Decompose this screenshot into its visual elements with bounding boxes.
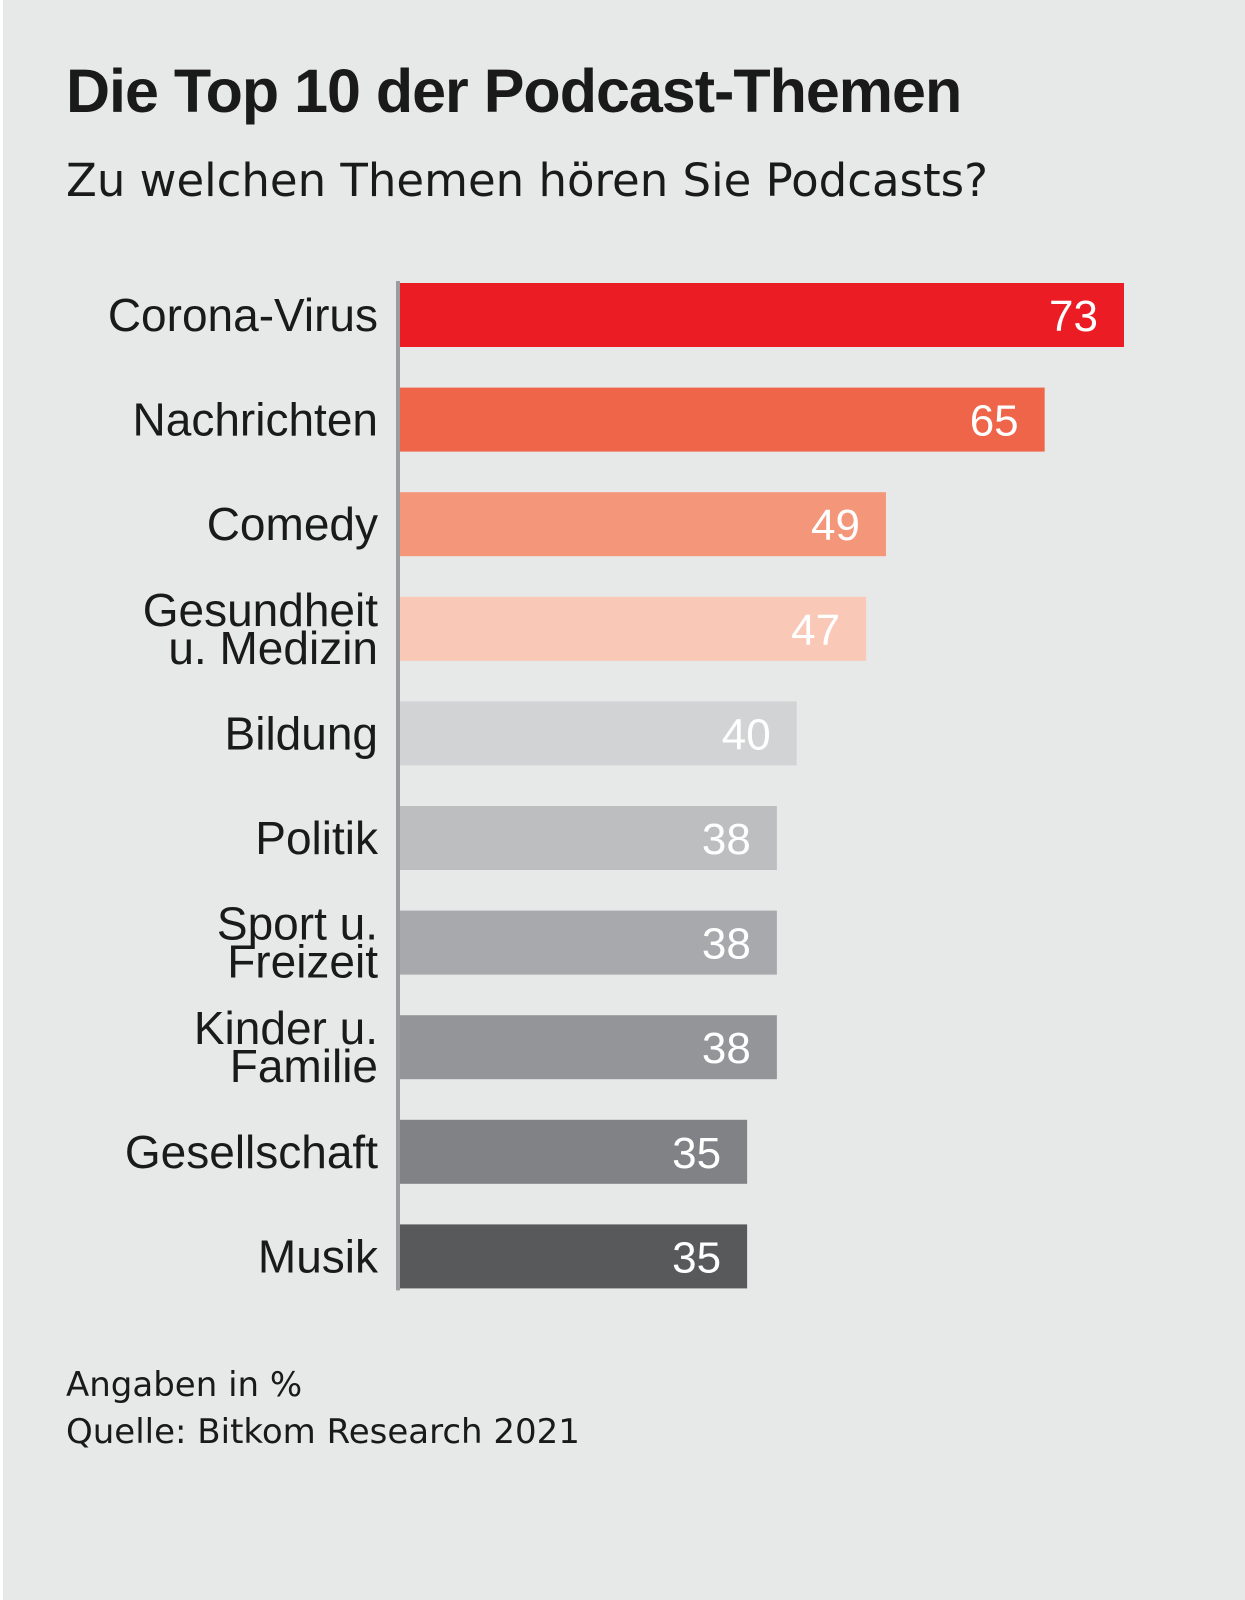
category-label-line: Gesellschaft — [125, 1126, 378, 1178]
value-label-4: 40 — [722, 710, 771, 759]
bars-group — [400, 283, 1124, 1289]
value-label-1: 65 — [970, 397, 1019, 446]
category-label-line: Nachrichten — [133, 394, 378, 446]
category-label-line: Politik — [255, 812, 379, 864]
value-labels-group: 73 65 49 47 40 38 38 38 35 35 — [672, 292, 1098, 1282]
category-label-line: Gesundheit — [143, 584, 378, 636]
value-label-3: 47 — [791, 606, 840, 655]
value-label-6: 38 — [702, 920, 751, 969]
category-label-line: Corona-Virus — [108, 289, 378, 341]
category-label-line: Comedy — [207, 498, 378, 550]
value-label-9: 35 — [672, 1233, 721, 1282]
category-label-line: Musik — [258, 1230, 379, 1282]
bar-5 — [400, 806, 777, 870]
bar-2 — [400, 492, 886, 557]
bar-1 — [400, 387, 1045, 452]
chart-subtitle: Zu welchen Themen hören Sie Podcasts? — [66, 154, 988, 207]
chart-footer: Angaben in % Quelle: Bitkom Research 202… — [66, 1362, 580, 1456]
category-label-line: Bildung — [225, 707, 378, 759]
bar-3 — [400, 596, 867, 661]
category-label-1: Nachrichten — [133, 394, 378, 446]
bar-9 — [400, 1224, 748, 1289]
category-label-line: u. Medizin — [168, 622, 378, 674]
category-label-6: Sport u. Freizeit — [217, 898, 378, 988]
category-label-3: Gesundheit u. Medizin — [143, 584, 378, 674]
left-edge-divider — [0, 0, 3, 1600]
bar-4 — [400, 701, 797, 766]
bar-6 — [400, 910, 777, 975]
value-label-7: 38 — [702, 1024, 751, 1073]
category-label-8: Gesellschaft — [125, 1126, 378, 1178]
value-label-2: 49 — [811, 501, 860, 550]
category-label-line: Kinder u. — [194, 1002, 378, 1054]
category-label-line: Freizeit — [227, 936, 378, 988]
bar-8 — [400, 1119, 748, 1184]
chart-title: Die Top 10 der Podcast-Themen — [66, 57, 962, 125]
bar-0 — [400, 283, 1124, 347]
source-note: Quelle: Bitkom Research 2021 — [66, 1412, 580, 1452]
category-labels-group: Corona-Virus Nachrichten Comedy Gesundheit u… — [108, 289, 379, 1282]
value-label-5: 38 — [702, 815, 751, 864]
category-label-0: Corona-Virus — [108, 289, 378, 341]
category-label-2: Comedy — [207, 498, 378, 550]
category-label-line: Sport u. — [217, 898, 378, 950]
bar-7 — [400, 1015, 777, 1080]
category-label-5: Politik — [255, 812, 379, 864]
category-label-7: Kinder u. Familie — [194, 1002, 378, 1092]
category-label-line: Familie — [230, 1040, 378, 1092]
category-label-9: Musik — [258, 1230, 379, 1282]
value-label-8: 35 — [672, 1129, 721, 1178]
category-label-4: Bildung — [225, 707, 378, 759]
value-label-0: 73 — [1049, 292, 1098, 341]
unit-note: Angaben in % — [66, 1365, 303, 1405]
